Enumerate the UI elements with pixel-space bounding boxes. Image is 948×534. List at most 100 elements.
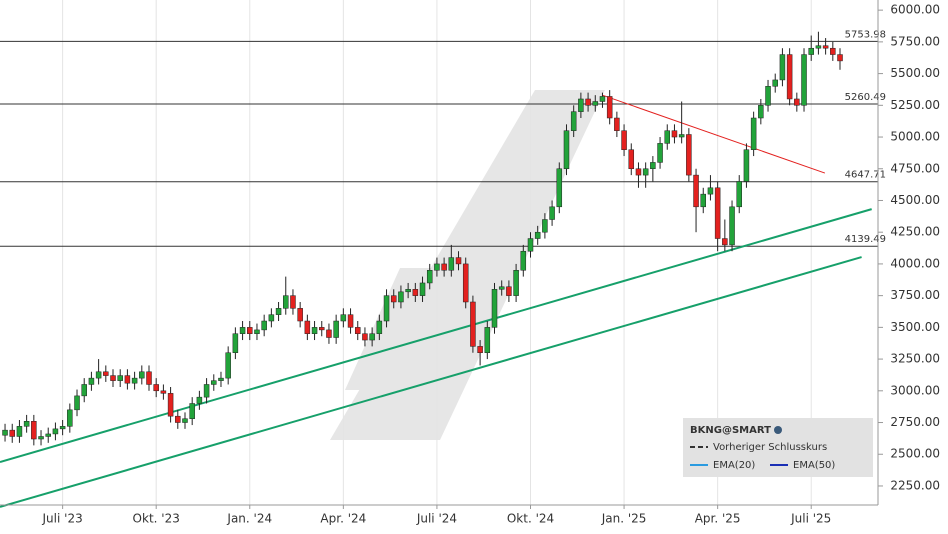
candle-body [340,314,347,322]
candle-body [95,371,102,379]
candle-body [203,384,210,398]
candle-body [398,291,404,303]
candle-body [714,187,721,239]
candle-body [254,329,260,334]
candle-body [686,134,692,176]
y-tick-label: 4750.00 [890,161,940,175]
candle-body [794,98,800,106]
candle-body [153,384,159,392]
candle-body [426,270,433,284]
candle-body [139,371,145,379]
candle-body [283,295,289,309]
y-tick-label: 3500.00 [890,320,940,334]
candle-body [786,54,793,100]
candle-body [45,433,51,437]
candle-body [614,117,620,131]
candle-body [498,286,505,290]
candle-body [369,333,375,341]
y-tick-label: 5000.00 [890,130,940,144]
candle-body [462,263,469,303]
y-tick-label: 5250.00 [890,98,940,112]
y-tick-label: 2500.00 [890,447,940,461]
candle-body [657,143,663,163]
candle-body [772,79,778,87]
candle-body [390,295,397,303]
candle-body [758,105,764,119]
candle-body [52,428,59,435]
x-tick-label: Juli '24 [416,512,457,526]
y-tick-label: 3000.00 [890,383,940,397]
x-tick-label: Jan. '24 [226,512,272,526]
candle-body [556,168,563,208]
candle-body [801,54,807,106]
candle-body [592,101,599,106]
legend: BKNG@SMART [683,418,873,477]
candle-body [103,371,109,376]
candle-body [131,377,138,384]
candle-body [678,134,685,138]
candle-body [9,429,15,437]
candle-body [599,96,606,102]
candle-body [815,45,822,49]
candle-body [534,231,541,239]
x-tick-label: Okt. '23 [133,512,180,526]
candle-body [2,429,8,436]
candle-body [434,263,440,271]
candle-body [707,187,714,195]
candle-body [297,308,303,322]
candle-body [211,380,217,385]
candle-body [189,403,195,419]
candle-body [275,308,282,315]
y-tick-label: 4500.00 [890,193,940,207]
candle-body [765,86,771,106]
candle-body [779,54,786,81]
candle-body [419,282,426,296]
candle-body [606,96,613,119]
candle-body [822,45,829,49]
x-tick-label: Juli '23 [42,512,83,526]
candle-body [319,327,325,331]
candle-body [585,98,591,106]
candle-body [578,98,584,112]
candle-body [477,346,483,353]
trend-line [0,256,862,508]
candle-body [347,314,354,328]
candle-body [354,327,361,334]
candle-body [146,371,152,385]
candle-body [167,393,174,417]
level-label: 4647.71 [845,170,886,181]
candle-body [484,327,491,353]
candle-body [635,168,642,176]
candle-body [59,426,66,430]
candle-body [239,327,246,334]
candle-body [743,149,750,182]
candle-body [513,270,519,296]
candle-body [311,327,318,334]
candle-body [124,375,131,384]
candle-body [333,320,339,338]
candle-body [247,327,253,334]
candle-body [642,168,649,176]
candle-body [830,47,836,55]
y-tick-label: 2750.00 [890,415,940,429]
candle-body [700,193,706,208]
candle-body [441,263,447,271]
candle-body [542,219,548,233]
candle-body [693,174,699,208]
candle-body [628,149,635,170]
y-tick-label: 4000.00 [890,256,940,270]
candle-body [232,333,239,353]
candle-body [67,409,73,427]
legend-label: EMA(20) [713,460,755,471]
x-tick-label: Jan. '25 [601,512,647,526]
candle-body [290,295,296,309]
level-label: 4139.49 [845,234,886,245]
candle-body [16,426,23,437]
candle-body [218,377,224,381]
candle-body [520,250,527,271]
candle-body [491,289,498,328]
candle-body [117,375,123,381]
candle-body [405,289,411,293]
y-tick-label: 5750.00 [890,34,940,48]
